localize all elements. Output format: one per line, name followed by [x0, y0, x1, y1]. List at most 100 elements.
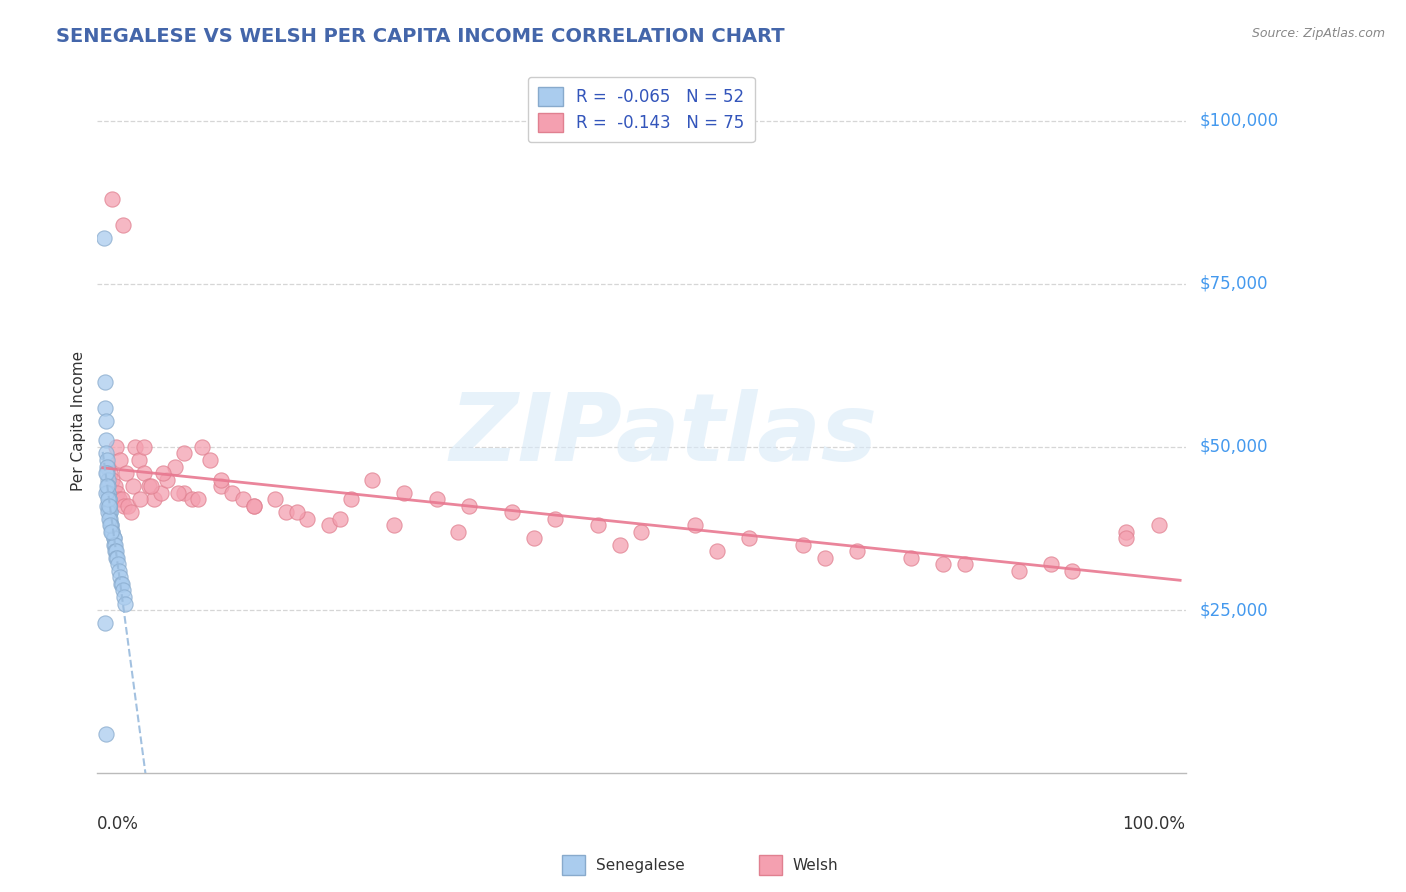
Point — [117, 499, 139, 513]
Point — [98, 505, 121, 519]
Point — [685, 518, 707, 533]
Point — [232, 492, 254, 507]
Text: $100,000: $100,000 — [1199, 112, 1278, 129]
Point — [458, 499, 481, 513]
Point — [900, 550, 922, 565]
Point — [98, 466, 121, 480]
Point — [105, 485, 128, 500]
Point — [523, 531, 546, 545]
Point — [845, 544, 868, 558]
Point — [447, 524, 470, 539]
Point — [242, 499, 264, 513]
Bar — [562, 855, 585, 875]
Point — [128, 453, 150, 467]
Point — [1062, 564, 1084, 578]
Point — [104, 550, 127, 565]
Point — [97, 485, 120, 500]
Point — [630, 524, 652, 539]
Point — [339, 492, 361, 507]
Point — [285, 505, 308, 519]
Point — [94, 727, 117, 741]
Point — [94, 485, 117, 500]
Text: $75,000: $75,000 — [1199, 275, 1268, 293]
Point — [94, 616, 117, 631]
Point — [361, 473, 384, 487]
Point — [156, 473, 179, 487]
Point — [97, 479, 120, 493]
Text: $50,000: $50,000 — [1199, 438, 1268, 456]
Point — [97, 459, 120, 474]
Point — [97, 492, 120, 507]
Point — [143, 492, 166, 507]
Point — [94, 401, 117, 415]
Point — [98, 492, 121, 507]
Point — [318, 518, 340, 533]
Point — [141, 479, 163, 493]
Point — [191, 440, 214, 454]
Text: Source: ZipAtlas.com: Source: ZipAtlas.com — [1251, 27, 1385, 40]
Point — [96, 459, 118, 474]
Point — [1007, 564, 1029, 578]
Point — [124, 440, 146, 454]
Point — [100, 518, 122, 533]
Point — [101, 192, 124, 206]
Point — [104, 440, 127, 454]
Point — [103, 538, 125, 552]
Point — [94, 414, 117, 428]
Point — [98, 505, 121, 519]
Point — [181, 492, 204, 507]
Point — [382, 518, 405, 533]
Point — [120, 505, 142, 519]
Point — [1039, 558, 1062, 572]
Point — [111, 492, 134, 507]
Point — [108, 492, 131, 507]
Point — [953, 558, 976, 572]
Y-axis label: Per Capita Income: Per Capita Income — [72, 351, 86, 491]
Point — [426, 492, 449, 507]
Point — [96, 453, 118, 467]
Point — [167, 485, 190, 500]
Point — [96, 466, 118, 480]
Point — [115, 466, 138, 480]
Point — [105, 550, 128, 565]
Point — [100, 524, 122, 539]
Point — [738, 531, 761, 545]
Text: $25,000: $25,000 — [1199, 601, 1268, 619]
Point — [104, 544, 127, 558]
Point — [101, 524, 124, 539]
Point — [264, 492, 287, 507]
Point — [129, 492, 152, 507]
Point — [97, 505, 120, 519]
Point — [200, 453, 222, 467]
Point — [96, 479, 118, 493]
Point — [114, 597, 136, 611]
Point — [1147, 518, 1170, 533]
Point — [110, 577, 132, 591]
Point — [932, 558, 955, 572]
Point — [112, 218, 135, 232]
Point — [98, 499, 121, 513]
Point — [221, 485, 243, 500]
Point — [94, 446, 117, 460]
Point — [297, 512, 319, 526]
Point — [97, 473, 120, 487]
Point — [544, 512, 567, 526]
Point — [107, 558, 129, 572]
Text: Senegalese: Senegalese — [596, 858, 685, 872]
Point — [98, 512, 121, 526]
Point — [108, 453, 131, 467]
Point — [706, 544, 728, 558]
Point — [394, 485, 416, 500]
Point — [242, 499, 264, 513]
Text: 100.0%: 100.0% — [1122, 815, 1185, 833]
Bar — [759, 855, 782, 875]
Point — [112, 583, 135, 598]
Point — [96, 499, 118, 513]
Point — [101, 524, 124, 539]
Point — [94, 375, 117, 389]
Point — [329, 512, 352, 526]
Point — [112, 499, 135, 513]
Point — [104, 479, 127, 493]
Point — [173, 446, 195, 460]
Point — [98, 492, 121, 507]
